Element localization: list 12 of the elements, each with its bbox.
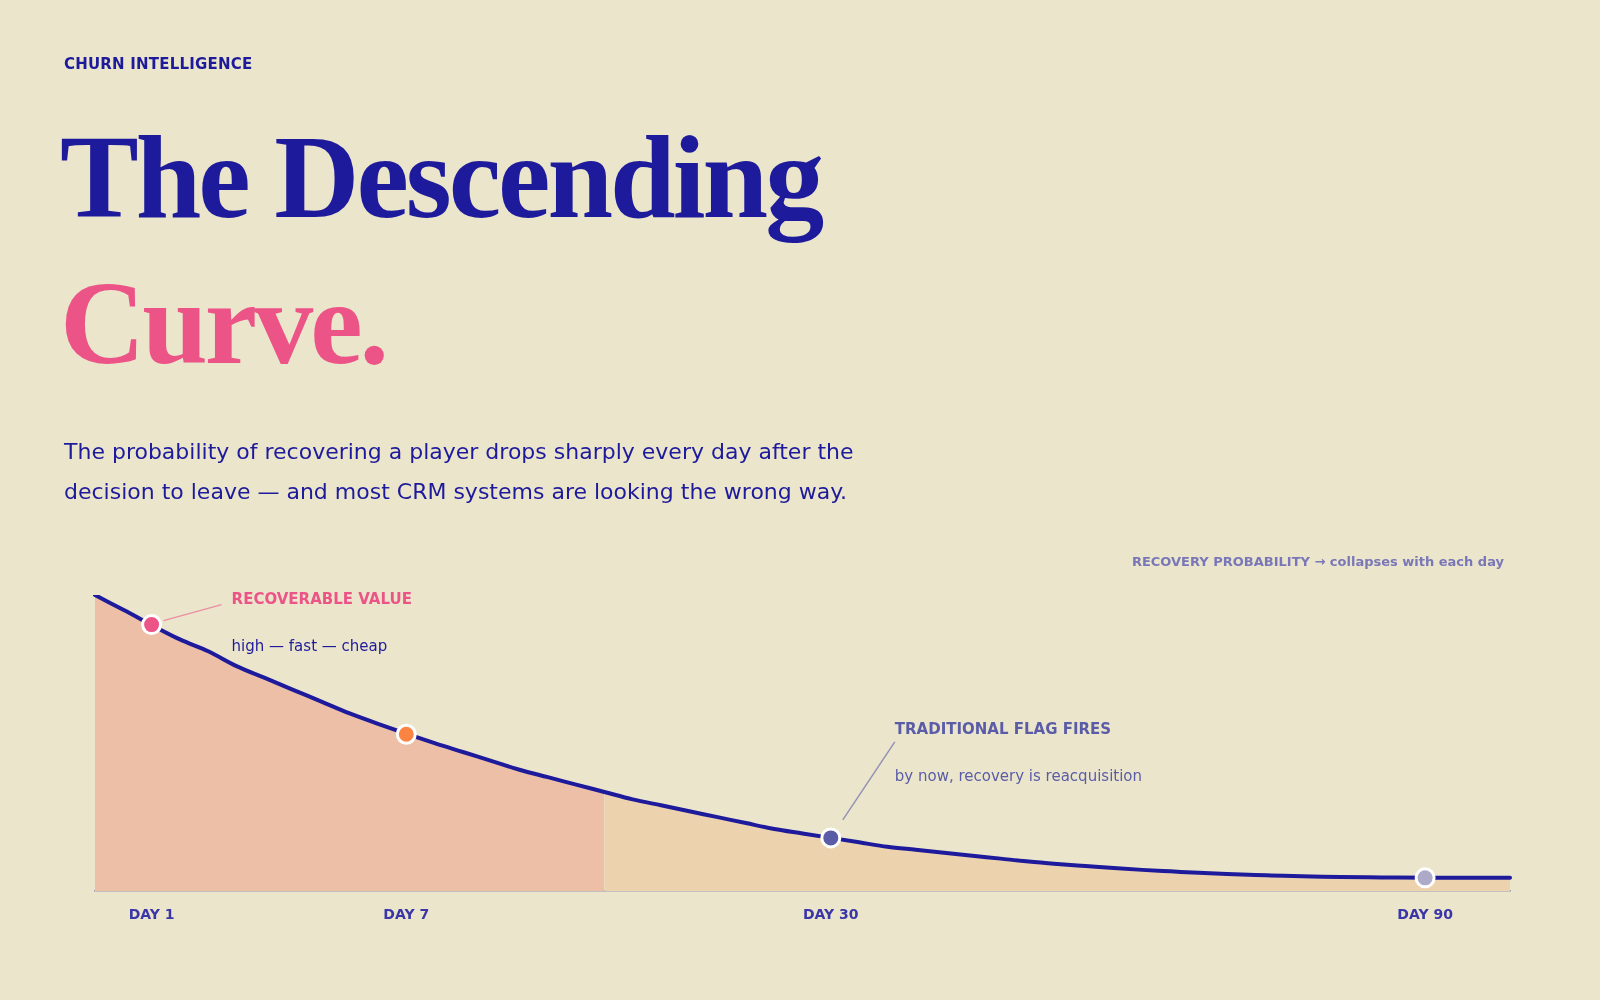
x-tick-label: DAY 1 (128, 906, 175, 923)
x-tick-label: DAY 30 (802, 906, 859, 923)
x-tick-label: DAY 90 (1397, 906, 1454, 923)
annotation: high — fast — cheap (231, 636, 388, 655)
x-tick-label: DAY 7 (383, 906, 430, 923)
annotation: by now, recovery is reacquisition (894, 766, 1143, 785)
chart-subtitle: The probability of recovering a player drops sharply every day after the decision to leave — and most CRM systems are looking the wrong way. (64, 438, 855, 506)
text: CHURN INTELLIGENCE (64, 55, 253, 73)
chart-title: The Descending Curve. (60, 111, 822, 391)
text: RECOVERY PROBABILITY → collapses with each day (1131, 554, 1504, 569)
annotation: RECOVERABLE VALUE (231, 589, 412, 608)
annotation: TRADITIONAL FLAG FIRES (894, 719, 1112, 738)
